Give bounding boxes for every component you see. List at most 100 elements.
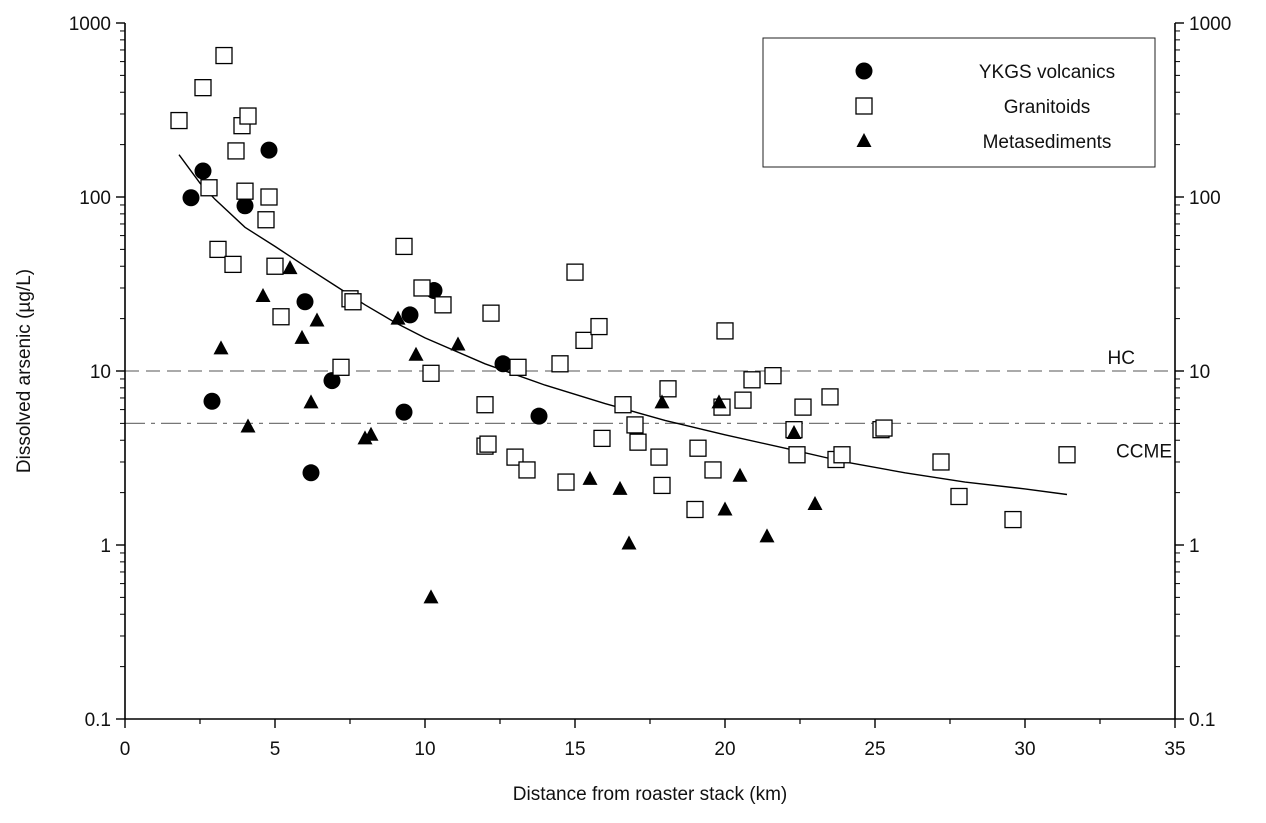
data-point [654,394,670,409]
data-point [659,380,677,398]
reference-lines: HC CCME [125,348,1175,462]
legend-marker [855,97,873,115]
y-axis-title: Dissolved arsenic (µg/L) [14,269,35,473]
data-point [629,433,647,451]
data-point [807,496,823,511]
series-ykgs-volcanics [182,141,548,482]
data-point [302,464,320,482]
data-point [686,500,704,519]
data-point [182,189,200,207]
data-point [227,142,245,160]
y-tick-label-right: 1 [1189,536,1200,557]
data-point [689,439,707,457]
data-point [566,263,584,281]
data-point [821,388,839,406]
legend-item: YKGS volcanics [855,62,1115,83]
data-point [224,255,242,274]
data-point [575,331,593,350]
y-tick-label-right: 100 [1189,188,1221,209]
data-point [434,296,452,314]
data-point [390,310,406,325]
legend-marker [855,62,873,80]
data-point [590,317,608,336]
reference-label-hc: HC [1108,348,1135,369]
y-tick-label-right: 10 [1189,362,1210,383]
legend-item: Metasediments [856,132,1112,153]
data-point [170,111,188,130]
x-tick-label: 20 [714,739,735,760]
data-point [294,329,310,344]
data-point [482,304,500,322]
data-point [203,392,221,410]
y-tick-label: 1 [100,536,111,557]
data-point [423,589,439,604]
data-point [357,430,373,445]
fit-curve [178,154,1068,496]
data-point [200,179,218,197]
data-point [764,367,782,385]
data-point [266,257,284,275]
data-point [413,279,431,297]
legend-label: Metasediments [983,132,1112,153]
data-point [759,528,775,543]
data-point [303,394,319,409]
data-point [236,182,254,200]
data-point [875,419,893,437]
axes [116,22,1184,728]
data-point [260,141,278,159]
data-point [614,396,632,414]
y-tick-label: 0.1 [85,710,111,731]
data-point [717,501,733,516]
data-point [593,429,611,448]
data-point [732,467,748,482]
x-tick-label: 10 [414,739,435,760]
data-point [272,308,290,326]
data-point [1004,510,1022,529]
y-tick-label-right: 1000 [1189,14,1231,35]
data-point [260,188,278,206]
legend: YKGS volcanics Granitoids Metasediments [762,37,1156,168]
data-point [282,260,298,275]
data-point [509,358,527,376]
legend-marker [856,133,872,147]
data-point [704,461,722,479]
data-point [194,162,212,180]
data-point [494,355,512,373]
data-point [236,197,254,215]
y-tick-label: 10 [90,362,111,383]
data-point [194,79,212,97]
x-tick-label: 5 [270,739,281,760]
data-point [626,416,644,434]
y-tick-label-right: 0.1 [1189,710,1215,731]
legend-item: Granitoids [855,97,1090,118]
data-point [950,487,968,506]
data-point [621,535,637,550]
data-point [323,372,341,390]
data-point [653,476,671,495]
data-point [734,391,752,409]
x-tick-label: 35 [1164,739,1185,760]
legend-label: YKGS volcanics [979,62,1115,83]
data-point [716,322,734,340]
data-point [557,473,575,491]
data-point [239,107,257,125]
data-point [518,461,536,479]
x-axis-title: Distance from roaster stack (km) [513,784,788,805]
fit-curve-layer [178,154,1068,496]
data-point [476,396,494,414]
data-point [479,435,497,453]
x-tick-label: 15 [564,739,585,760]
data-point [255,287,271,302]
data-point [257,211,275,229]
data-point [551,355,569,373]
data-point [332,358,350,376]
data-points [170,46,1076,604]
data-point [506,448,524,466]
reference-label-ccme: CCME [1116,441,1172,462]
data-point [363,426,379,441]
data-point [240,418,256,433]
x-tick-label: 0 [120,739,131,760]
data-point [215,46,233,65]
